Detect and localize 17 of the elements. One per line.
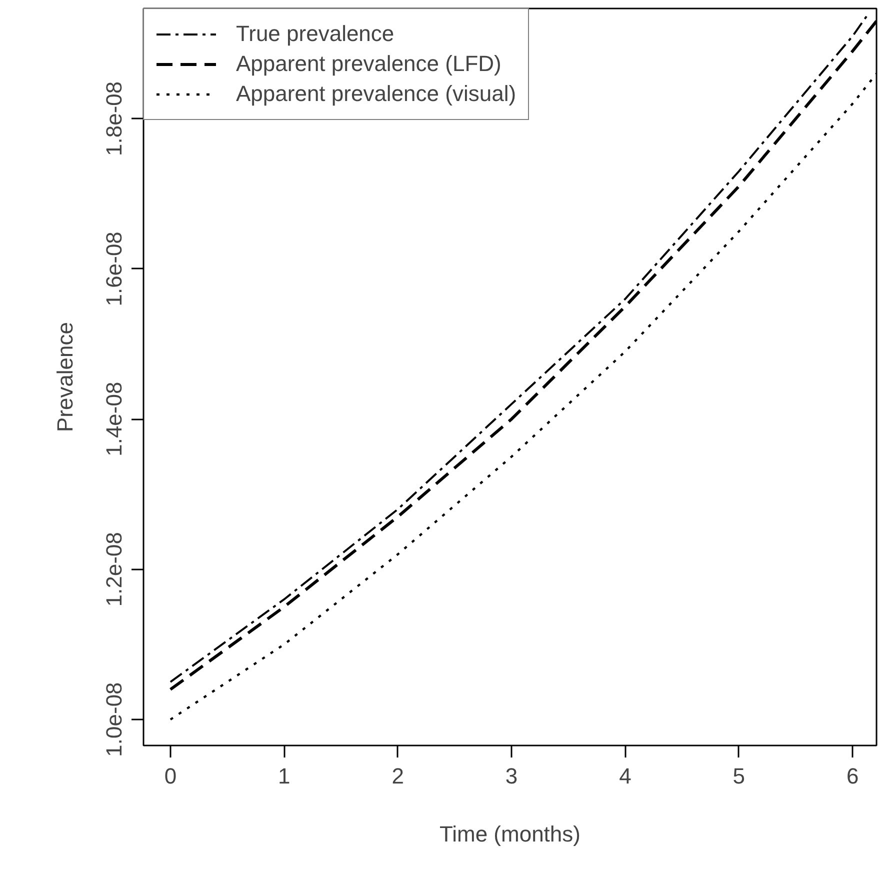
x-tick-label: 0	[164, 764, 177, 788]
y-tick-label: 1.4e-08	[102, 382, 126, 456]
x-tick-label: 6	[846, 764, 859, 788]
y-tick-label: 1.2e-08	[102, 532, 126, 607]
legend-label: Apparent prevalence (visual)	[236, 81, 516, 107]
y-tick-label: 1.0e-08	[102, 682, 126, 757]
x-axis-title: Time (months)	[440, 822, 580, 846]
x-tick-label: 3	[505, 764, 518, 788]
legend-label: True prevalence	[236, 21, 394, 47]
y-tick-label: 1.6e-08	[102, 232, 126, 306]
x-tick-label: 1	[278, 764, 290, 788]
legend-label: Apparent prevalence (LFD)	[236, 51, 502, 77]
y-tick-label: 1.8e-08	[102, 81, 126, 156]
x-tick-label: 5	[732, 764, 746, 788]
x-tick-label: 2	[392, 764, 404, 788]
x-tick-label: 4	[619, 764, 632, 788]
y-axis-title: Prevalence	[52, 322, 78, 432]
